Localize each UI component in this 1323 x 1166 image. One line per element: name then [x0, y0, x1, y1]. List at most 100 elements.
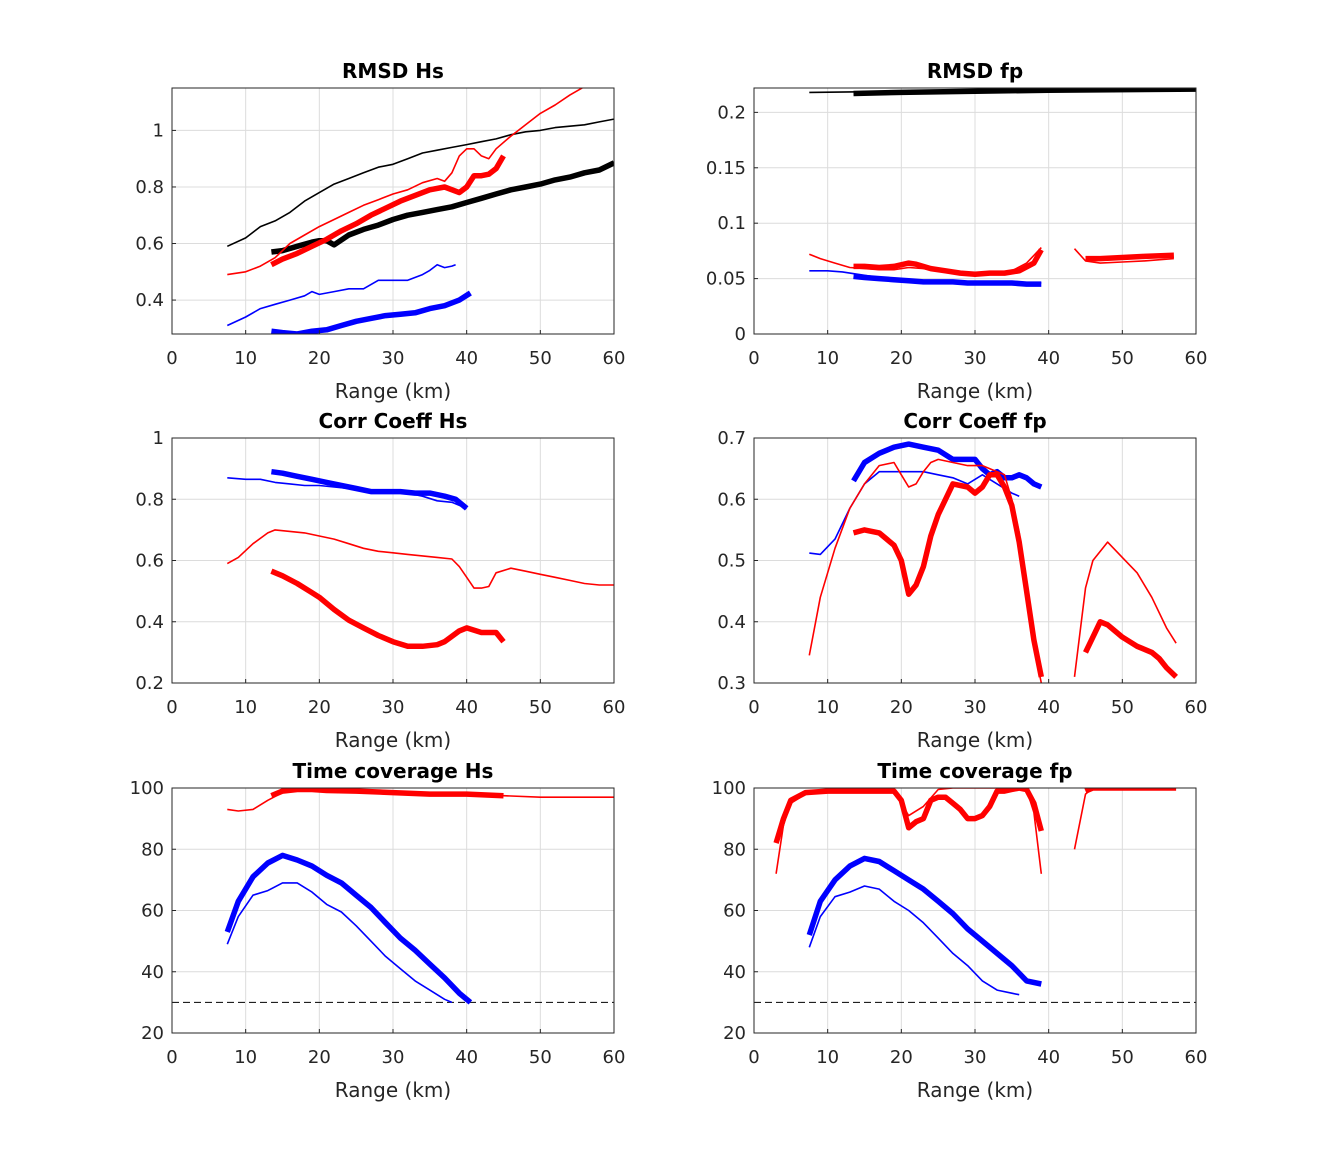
chart-corr-coeff-fp-ytick-label: 0.3: [717, 673, 746, 694]
chart-corr-coeff-fp-xtick-label: 30: [964, 697, 987, 718]
chart-time-coverage-hs-ytick-label: 60: [141, 901, 164, 922]
chart-corr-coeff-hs-xtick-label: 0: [166, 697, 177, 718]
chart-time-coverage-fp-xtick-label: 30: [964, 1047, 987, 1068]
chart-corr-coeff-hs-xtick-label: 30: [382, 697, 405, 718]
chart-rmsd-hs-series-red-thin: [227, 88, 584, 276]
chart-rmsd-fp-series-red-thick-2: [1085, 252, 1175, 262]
chart-corr-coeff-fp-ytick-label: 0.6: [717, 489, 746, 510]
chart-time-coverage-fp-series-blue-thick: [806, 855, 1042, 987]
chart-corr-coeff-fp: 0 10 20 30 40 50 60 0.3 0.4 0.5 0.6 0.7 Corr Coeff f…: [717, 409, 1207, 752]
chart-time-coverage-hs-xtick-label: 60: [603, 1047, 626, 1068]
chart-corr-coeff-fp-series-red-thin-2: [1073, 541, 1177, 677]
chart-time-coverage-hs-xtick-label: 50: [529, 1047, 552, 1068]
chart-rmsd-fp-ytick-label: 0.05: [706, 269, 746, 290]
chart-time-coverage-hs-series-red-thick: [270, 788, 504, 799]
chart-rmsd-fp-xtick-label: 50: [1111, 348, 1134, 369]
chart-corr-coeff-fp-xtick-label: 10: [816, 697, 839, 718]
chart-time-coverage-hs-xtick-label: 40: [455, 1047, 478, 1068]
chart-time-coverage-fp-series-red-thin-2: [1073, 788, 1177, 850]
chart-corr-coeff-fp-ytick-label: 0.5: [717, 551, 746, 572]
chart-corr-coeff-hs-title: Corr Coeff Hs: [319, 409, 468, 433]
chart-rmsd-hs-xtick-label: 60: [603, 348, 626, 369]
chart-time-coverage-fp-xtick-label: 20: [890, 1047, 913, 1068]
chart-time-coverage-fp-title: Time coverage fp: [877, 759, 1072, 783]
chart-time-coverage-hs: 0 10 20 30 40 50 60 20 40 60 80 100 Time coverage Hs…: [130, 759, 626, 1102]
chart-time-coverage-fp-ytick-label: 80: [723, 839, 746, 860]
chart-time-coverage-fp-ytick-label: 60: [723, 901, 746, 922]
chart-time-coverage-hs-xlabel: Range (km): [335, 1078, 451, 1102]
chart-rmsd-hs: 0 10 20 30 40 50 60 0.4 0.6 0.8 1 RMSD Hs Range (km): [135, 59, 625, 403]
chart-rmsd-fp-series-red-thick: [853, 248, 1044, 277]
chart-rmsd-fp-xtick-label: 0: [748, 348, 759, 369]
chart-time-coverage-hs-title: Time coverage Hs: [293, 759, 494, 783]
chart-rmsd-fp-ytick-label: 0.15: [706, 158, 746, 179]
chart-rmsd-fp-xtick-label: 40: [1037, 348, 1060, 369]
chart-time-coverage-fp-ytick-label: 20: [723, 1023, 746, 1044]
chart-rmsd-hs-ytick-label: 0.4: [135, 290, 164, 311]
chart-rmsd-fp-xtick-label: 20: [890, 348, 913, 369]
chart-rmsd-hs-xtick-label: 40: [455, 348, 478, 369]
chart-corr-coeff-hs-ytick-label: 0.6: [135, 551, 164, 572]
chart-time-coverage-fp-xtick-label: 60: [1185, 1047, 1208, 1068]
chart-corr-coeff-hs-ytick-label: 0.8: [135, 489, 164, 510]
chart-corr-coeff-fp-xtick-label: 0: [748, 697, 759, 718]
chart-rmsd-fp-series-group: [809, 88, 1196, 287]
chart-rmsd-fp-xtick-label: 10: [816, 348, 839, 369]
chart-time-coverage-fp-xtick-label: 50: [1111, 1047, 1134, 1068]
chart-corr-coeff-hs-xtick-label: 10: [234, 697, 257, 718]
chart-corr-coeff-hs-ytick-label: 0.2: [135, 673, 164, 694]
chart-corr-coeff-fp-xtick-label: 60: [1185, 697, 1208, 718]
chart-corr-coeff-fp-ytick-label: 0.4: [717, 612, 746, 633]
chart-corr-coeff-hs-series-group: [226, 468, 614, 650]
chart-corr-coeff-hs-series-red-thick: [270, 568, 506, 650]
chart-corr-coeff-fp-xtick-label: 20: [890, 697, 913, 718]
chart-corr-coeff-hs-series-red-thin: [226, 529, 614, 589]
chart-time-coverage-fp: 0 10 20 30 40 50 60 20 40 60 80 100 Time coverage fp…: [712, 759, 1208, 1102]
chart-corr-coeff-fp-series-group: [808, 441, 1179, 683]
chart-time-coverage-fp-ytick-label: 100: [712, 778, 746, 799]
chart-corr-coeff-hs-ytick-label: 0.4: [135, 612, 164, 633]
chart-time-coverage-fp-xtick-label: 40: [1037, 1047, 1060, 1068]
chart-corr-coeff-hs-xtick-label: 60: [603, 697, 626, 718]
chart-time-coverage-hs-series-blue-thin: [226, 882, 453, 1004]
chart-rmsd-hs-xtick-label: 10: [234, 348, 257, 369]
chart-rmsd-fp: 0 10 20 30 40 50 60 0 0.05 0.1 0.15 0.2 RMSD fp Range…: [706, 59, 1208, 403]
chart-time-coverage-fp-xtick-label: 0: [748, 1047, 759, 1068]
chart-time-coverage-hs-ytick-label: 40: [141, 962, 164, 983]
chart-time-coverage-hs-xtick-label: 0: [166, 1047, 177, 1068]
chart-corr-coeff-hs-xtick-label: 40: [455, 697, 478, 718]
chart-rmsd-hs-ytick-label: 0.8: [135, 177, 164, 198]
chart-time-coverage-hs-series-blue-thick: [224, 852, 473, 1005]
chart-time-coverage-hs-xtick-label: 30: [382, 1047, 405, 1068]
chart-corr-coeff-fp-ytick-label: 0.7: [717, 428, 746, 449]
chart-corr-coeff-hs: 0 10 20 30 40 50 60 0.2 0.4 0.6 0.8 1 Corr Coeff Hs R…: [135, 409, 625, 752]
chart-rmsd-fp-ytick-label: 0: [735, 324, 746, 345]
chart-rmsd-hs-ytick-label: 0.6: [135, 234, 164, 255]
chart-rmsd-hs-xlabel: Range (km): [335, 379, 451, 403]
chart-rmsd-hs-xtick-label: 0: [166, 348, 177, 369]
chart-time-coverage-hs-xtick-label: 10: [234, 1047, 257, 1068]
chart-rmsd-fp-series-black-thick: [853, 88, 1196, 97]
chart-corr-coeff-fp-xtick-label: 50: [1111, 697, 1134, 718]
chart-corr-coeff-fp-title: Corr Coeff fp: [903, 409, 1046, 433]
chart-corr-coeff-fp-series-red-thick-2: [1083, 619, 1179, 679]
chart-time-coverage-fp-xlabel: Range (km): [917, 1078, 1033, 1102]
chart-rmsd-hs-series-blue-thick: [271, 290, 472, 334]
chart-time-coverage-hs-ytick-label: 20: [141, 1023, 164, 1044]
chart-rmsd-hs-ytick-label: 1: [153, 120, 164, 141]
chart-corr-coeff-hs-series-blue-thick: [271, 468, 469, 511]
chart-time-coverage-hs-xtick-label: 20: [308, 1047, 331, 1068]
chart-corr-coeff-hs-ytick-label: 1: [153, 428, 164, 449]
chart-rmsd-hs-series-group: [226, 88, 614, 334]
chart-time-coverage-fp-series-group: [773, 788, 1177, 996]
chart-corr-coeff-hs-xtick-label: 50: [529, 697, 552, 718]
chart-rmsd-hs-series-black-thin: [226, 118, 614, 248]
chart-corr-coeff-hs-xlabel: Range (km): [335, 728, 451, 752]
chart-corr-coeff-hs-xtick-label: 20: [308, 697, 331, 718]
chart-corr-coeff-fp-xlabel: Range (km): [917, 728, 1033, 752]
chart-rmsd-hs-xtick-label: 20: [308, 348, 331, 369]
chart-corr-coeff-fp-series-blue-thick: [851, 441, 1043, 490]
chart-rmsd-hs-xtick-label: 50: [529, 348, 552, 369]
chart-rmsd-fp-title: RMSD fp: [927, 59, 1023, 83]
chart-rmsd-hs-series-red-thick: [270, 154, 506, 268]
